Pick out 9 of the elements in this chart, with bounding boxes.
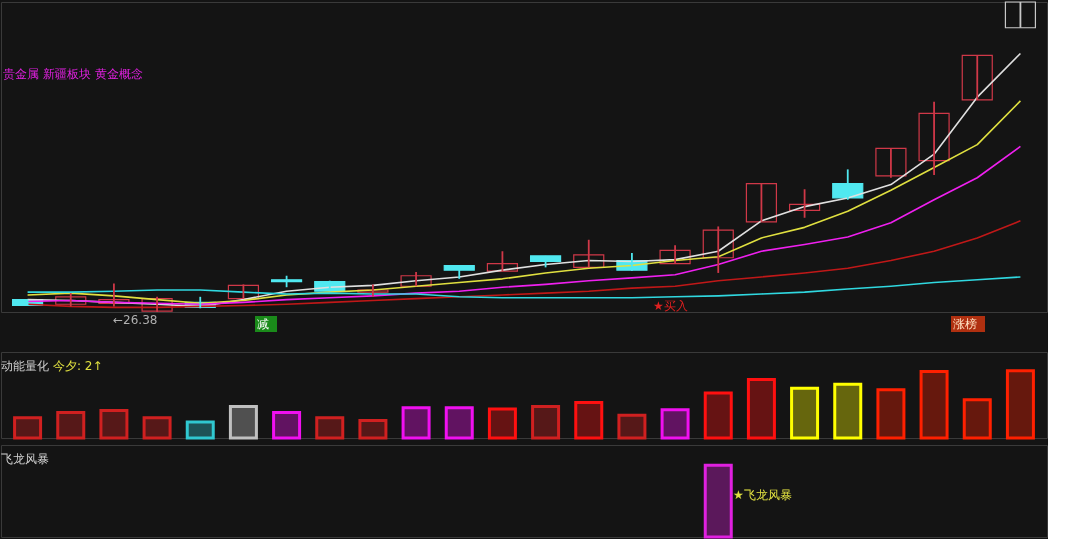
text: 减 [257,317,269,331]
chart-title: 动能量化 [1,359,49,373]
text: ←26.38 [113,313,158,327]
annotation: 今夕: 2↑ [53,359,103,373]
annotation: ★飞龙风暴 [733,488,792,502]
chart-title: 飞龙风暴 [1,452,49,466]
annotation: 贵金属 新疆板块 黄金概念 [3,67,143,81]
annotation: ★买入 [653,299,688,313]
text: 涨榜 [953,317,977,331]
